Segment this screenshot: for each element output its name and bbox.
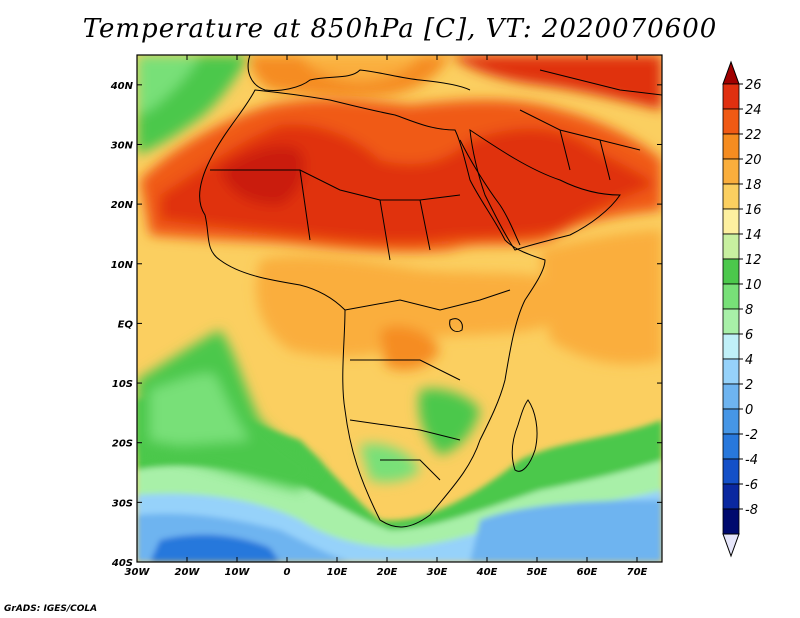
colorbar-label: 6 <box>745 328 753 343</box>
x-tick-label: 0 <box>284 567 291 578</box>
x-tick-label: 30E <box>427 567 448 578</box>
colorbar-swatch <box>722 208 740 235</box>
map-title: Temperature at 850hPa [C], VT: 202007060… <box>82 14 718 44</box>
x-tick-label: 10W <box>225 567 251 578</box>
colorbar-swatch <box>722 283 740 310</box>
colorbar-swatch <box>722 183 740 210</box>
colorbar-swatch <box>722 433 740 460</box>
y-tick-label: 30S <box>112 498 133 509</box>
colorbar-bottom-triangle <box>722 533 740 558</box>
y-tick-label: 20N <box>111 200 134 211</box>
colorbar-swatch <box>722 308 740 335</box>
colorbar-label: 24 <box>745 103 762 118</box>
map-frame <box>136 54 663 563</box>
x-tick-label: 20W <box>175 567 201 578</box>
colorbar-label: 26 <box>745 78 762 93</box>
colorbar-swatch <box>722 158 740 185</box>
x-tick-label: 70E <box>627 567 648 578</box>
colorbar-label: 14 <box>745 228 762 243</box>
colorbar-swatch <box>722 133 740 160</box>
coastlines <box>199 55 662 528</box>
colorbar-swatch <box>722 458 740 485</box>
colorbar-label: -4 <box>745 453 758 468</box>
colorbar-label: 0 <box>745 403 753 418</box>
colorbar-label: 20 <box>745 153 762 168</box>
colorbar-label: 16 <box>745 203 762 218</box>
y-tick-label: EQ <box>118 319 134 330</box>
x-axis: 30W 20W 10W 0 10E 20E 30E 40E 50E 60E 70E <box>125 55 648 578</box>
colorbar-swatch <box>722 408 740 435</box>
colorbar-swatch <box>722 233 740 260</box>
colorbar-label: -2 <box>745 428 758 443</box>
colorbar-label: 12 <box>745 253 762 268</box>
y-tick-label: 40S <box>111 558 133 569</box>
x-tick-label: 10E <box>327 567 348 578</box>
temperature-field <box>137 55 662 562</box>
colorbar-label: 2 <box>745 378 753 393</box>
colorbar-label: 10 <box>745 278 762 293</box>
colorbar-swatch <box>722 508 740 535</box>
colorbar-swatch <box>722 108 740 135</box>
colorbar-label: 18 <box>745 178 762 193</box>
colorbar-label: -8 <box>745 503 758 518</box>
colorbar-top-triangle <box>722 60 740 85</box>
colorbar-label: 4 <box>745 353 753 368</box>
colorbar-swatch <box>722 258 740 285</box>
credit-text: GrADS: IGES/COLA <box>4 604 98 614</box>
colorbar-label: 22 <box>745 128 762 143</box>
x-tick-label: 20E <box>377 567 398 578</box>
colorbar-swatch <box>722 483 740 510</box>
y-tick-label: 40N <box>110 81 134 92</box>
x-tick-label: 40E <box>476 567 498 578</box>
y-tick-label: 10N <box>111 260 134 271</box>
x-tick-label: 30W <box>125 567 151 578</box>
colorbar-swatch <box>722 333 740 360</box>
y-tick-label: 20S <box>112 439 133 450</box>
x-tick-label: 50E <box>527 567 548 578</box>
y-tick-label: 10S <box>112 379 133 390</box>
colorbar-swatch <box>722 83 740 110</box>
colorbar-swatch <box>722 358 740 385</box>
y-axis: 40N 30N 20N 10N EQ 10S 20S 30S 40S <box>110 81 662 569</box>
x-tick-label: 60E <box>577 567 598 578</box>
y-tick-label: 30N <box>111 140 134 151</box>
colorbar-label: -6 <box>745 478 758 493</box>
colorbar-label: 8 <box>745 303 753 318</box>
colorbar-swatch <box>722 383 740 410</box>
